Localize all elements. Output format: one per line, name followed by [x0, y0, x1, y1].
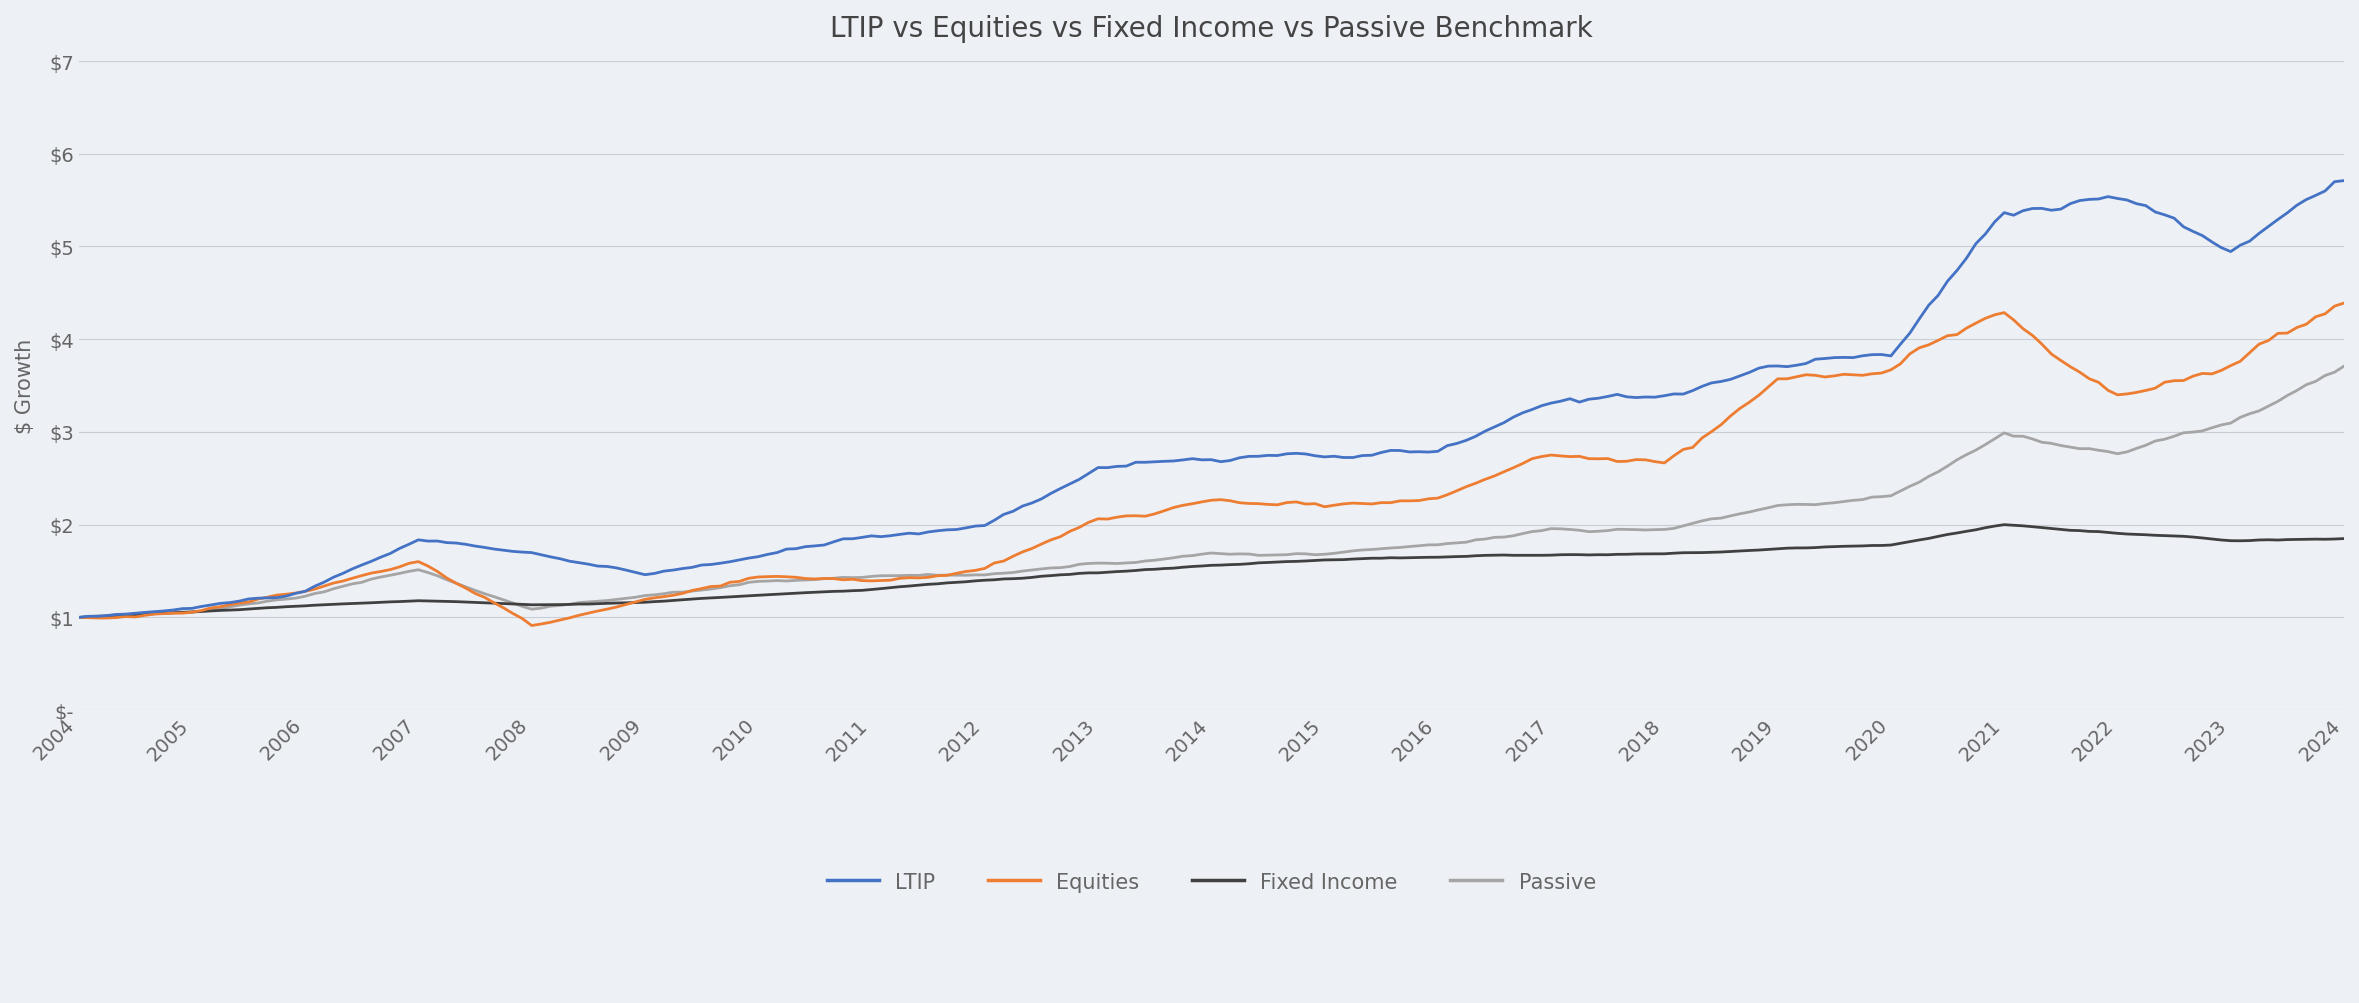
LTIP — [922, 526, 951, 538]
Line: Equities: Equities — [78, 304, 2345, 626]
LTIP — [64, 612, 92, 624]
Equities — [64, 612, 92, 624]
Fixed Income — [2312, 534, 2340, 546]
LTIP — [2331, 176, 2359, 188]
Fixed Income — [1991, 520, 2019, 532]
Title: LTIP vs Equities vs Fixed Income vs Passive Benchmark: LTIP vs Equities vs Fixed Income vs Pass… — [830, 15, 1592, 43]
Equities — [1746, 390, 1774, 402]
Passive — [318, 583, 347, 595]
Fixed Income — [2331, 533, 2359, 545]
Passive — [1736, 507, 1765, 519]
Equities — [1368, 497, 1397, 510]
LTIP — [1887, 339, 1916, 351]
Fixed Income — [1736, 545, 1765, 557]
Equities — [318, 578, 347, 590]
Fixed Income — [1887, 538, 1916, 550]
Equities — [2312, 309, 2340, 321]
Equities — [1897, 349, 1925, 361]
Passive — [2302, 376, 2331, 388]
Equities — [932, 570, 960, 582]
Legend: LTIP, Equities, Fixed Income, Passive: LTIP, Equities, Fixed Income, Passive — [819, 864, 1604, 901]
Line: Fixed Income: Fixed Income — [78, 526, 2345, 618]
Fixed Income — [318, 599, 347, 611]
LTIP — [1736, 367, 1765, 379]
Equities — [517, 620, 545, 632]
Equities — [2331, 298, 2359, 310]
Line: Passive: Passive — [78, 367, 2345, 618]
Passive — [2331, 361, 2359, 373]
Passive — [1359, 544, 1387, 556]
Fixed Income — [1359, 553, 1387, 565]
Line: LTIP: LTIP — [78, 182, 2345, 618]
Passive — [64, 612, 92, 624]
LTIP — [2302, 191, 2331, 203]
Fixed Income — [64, 612, 92, 624]
Y-axis label: $ Growth: $ Growth — [14, 339, 35, 433]
LTIP — [318, 572, 347, 584]
Fixed Income — [922, 578, 951, 590]
Passive — [1887, 485, 1916, 497]
LTIP — [1359, 449, 1387, 461]
Passive — [922, 570, 951, 582]
